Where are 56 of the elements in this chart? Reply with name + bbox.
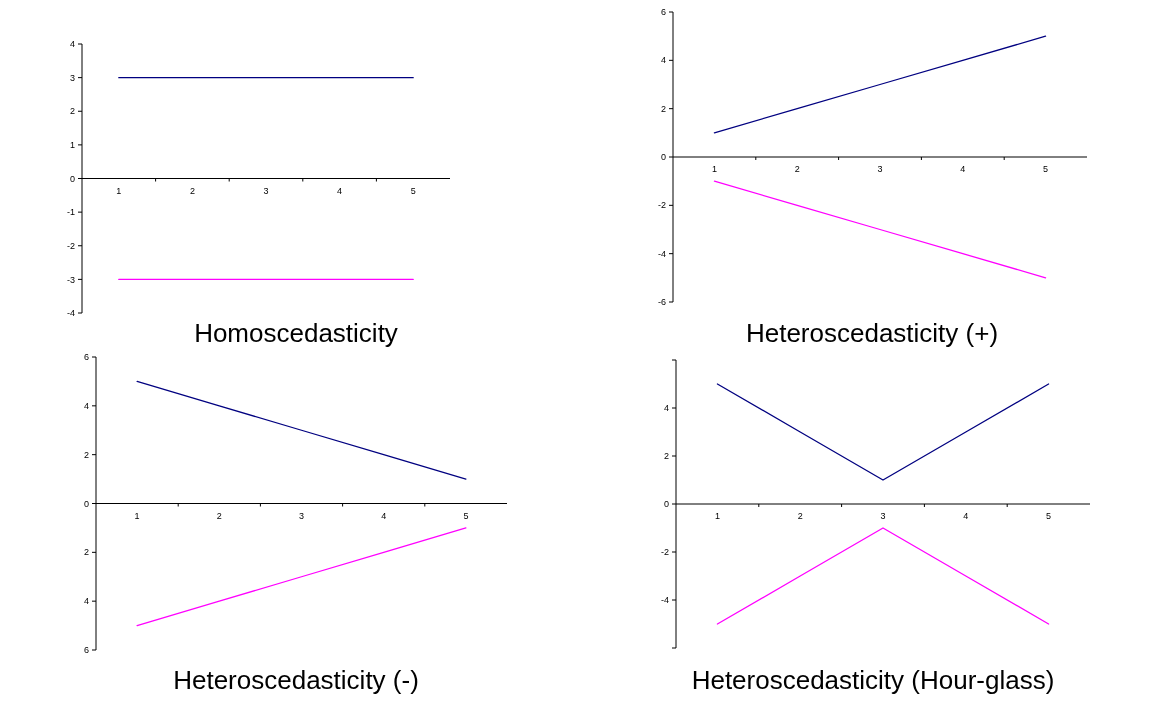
x-tick-label: 2 [794,164,800,174]
y-tick-label: 0 [663,499,669,510]
y-tick-label: -1 [66,207,75,218]
x-tick-label: 1 [116,185,122,196]
y-tick-label: 1 [69,140,75,151]
y-tick-label: -2 [66,240,75,251]
x-tick-label: 3 [263,185,269,196]
x-tick-label: 2 [797,511,803,521]
line-series [136,527,467,627]
y-tick-label: 2 [663,451,669,462]
x-tick-label: 2 [216,510,222,521]
y-tick-label: 0 [660,152,666,163]
y-tick-label: 0 [69,173,75,184]
y-tick-label: 6 [660,7,666,18]
y-tick-label: 6 [83,645,89,656]
y-tick-label: -2 [657,200,666,211]
x-tick-label: 1 [714,511,720,521]
text: Heteroscedasticity (-) [173,665,419,695]
line-series [136,380,467,480]
x-tick-label: 3 [880,511,886,521]
x-tick-label: 4 [960,164,966,174]
y-tick-label: 3 [69,72,75,83]
line-series [713,180,1047,279]
y-tick-label: 4 [83,400,89,411]
x-tick-label: 2 [189,185,195,196]
x-tick-label: 4 [963,511,969,521]
y-tick-label: 2 [83,547,89,558]
y-tick-label: -4 [660,595,669,606]
y-tick-label: -4 [657,248,666,259]
y-tick-label: -2 [660,547,669,558]
x-tick-label: 3 [877,164,883,174]
x-tick-label: 4 [337,185,343,196]
y-tick-label: 4 [663,403,669,414]
text: Homoscedasticity [194,318,398,348]
x-tick-label: 5 [410,185,416,196]
x-tick-label: 1 [134,510,140,521]
y-tick-label: 6 [83,352,89,363]
x-tick-label: 5 [463,510,469,521]
line-series [713,35,1047,134]
x-tick-label: 1 [711,164,717,174]
y-tick-label: -6 [657,297,666,308]
x-tick-label: 5 [1043,164,1049,174]
y-tick-label: 2 [83,449,89,460]
y-tick-label: 4 [69,39,75,50]
y-tick-label: 2 [69,106,75,117]
y-tick-label: 4 [83,596,89,607]
text: Heteroscedasticity (Hour-glass) [691,665,1055,695]
y-tick-label: 0 [83,498,89,509]
x-tick-label: 4 [381,510,387,521]
y-tick-label: -4 [66,308,75,319]
x-tick-label: 3 [298,510,305,521]
text: Heteroscedasticity (+) [745,318,999,348]
y-tick-label: -3 [66,274,75,285]
y-tick-label: 2 [660,103,666,114]
x-tick-label: 5 [1046,511,1052,521]
y-tick-label: 4 [660,55,666,66]
